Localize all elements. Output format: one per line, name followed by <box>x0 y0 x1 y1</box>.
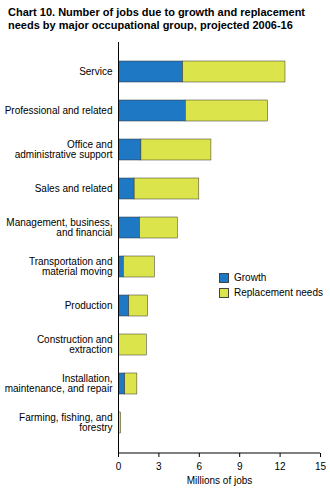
html-text:Replacement needs: Replacement needs <box>234 287 323 299</box>
svg-text:Office andadministrative suppo: Office andadministrative support <box>15 139 113 160</box>
html-text:Chart 10. Number of jobs due t: Chart 10. Number of jobs due to growth a… <box>8 6 305 31</box>
svg-text:Sales and related: Sales and related <box>35 183 113 194</box>
svg-text:9: 9 <box>237 461 243 472</box>
svg-text:Service: Service <box>79 66 113 77</box>
svg-text:0: 0 <box>116 461 122 472</box>
svg-text:Millions of jobs: Millions of jobs <box>187 475 253 486</box>
svg-text:Professional and related: Professional and related <box>5 105 113 116</box>
html-text:Growth: Growth <box>234 272 267 284</box>
svg-text:6: 6 <box>197 461 203 472</box>
svg-text:12: 12 <box>275 461 287 472</box>
svg-text:Construction andextraction: Construction andextraction <box>37 334 113 355</box>
svg-text:Production: Production <box>65 300 113 311</box>
svg-text:3: 3 <box>156 461 162 472</box>
svg-text:Farming, fishing, andforestry: Farming, fishing, andforestry <box>19 412 112 433</box>
svg-text:15: 15 <box>315 461 327 472</box>
svg-text:Installation,maintenance, and: Installation,maintenance, and repair <box>5 373 114 394</box>
svg-text:Transportation andmaterial mov: Transportation andmaterial moving <box>29 256 113 277</box>
svg-text:Management, business,and finan: Management, business,and financial <box>6 217 112 238</box>
